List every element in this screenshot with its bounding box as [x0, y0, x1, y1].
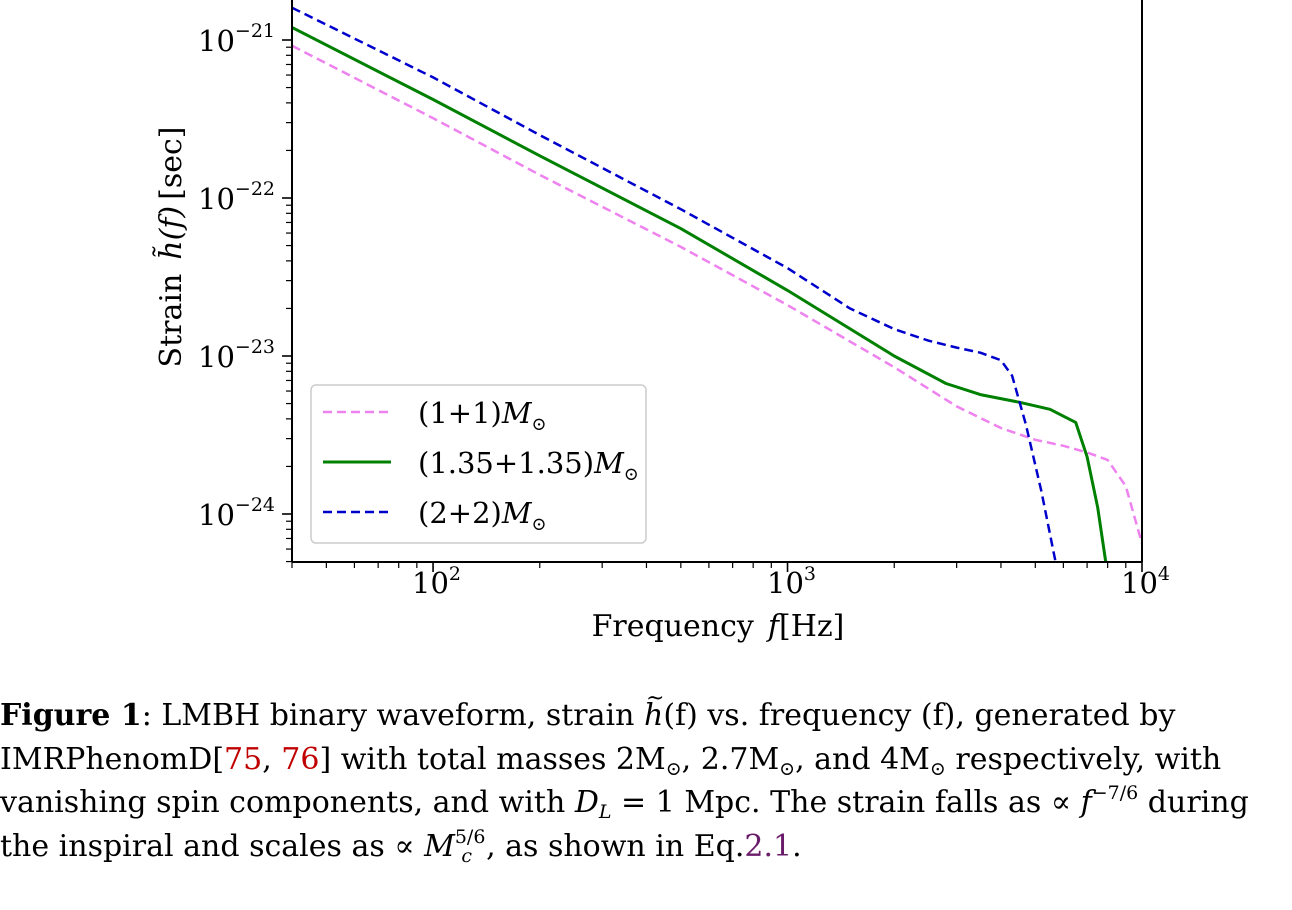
- figure-caption: Figure 1: LMBH binary waveform, strain h…: [0, 677, 1292, 868]
- caption-line-2: IMRPhenomD[75, 76] with total masses 2M⊙…: [0, 741, 1222, 780]
- h-tilde: h: [644, 677, 665, 738]
- x-axis-label: Frequency f[Hz]: [592, 609, 845, 644]
- y-tick-label: 10−23: [198, 336, 275, 374]
- y-axis-label: Strainh̃(f)[sec]: [152, 127, 189, 368]
- y-tick-label: 10−22: [198, 178, 275, 216]
- y-tick-label: 10−21: [198, 20, 275, 58]
- legend-label-3: (2+2)M⊙: [418, 496, 547, 535]
- x-tick-label: 103: [767, 563, 816, 600]
- legend-label-2: (1.35+1.35)M⊙: [418, 446, 639, 485]
- legend: (1+1)M⊙ (1.35+1.35)M⊙ (2+2)M⊙: [310, 384, 647, 544]
- caption-line-4: the inspiral and scales as ∝ M5/6c, as s…: [0, 825, 802, 867]
- y-tick-labels: 10−21 10−22 10−23 10−24: [198, 20, 275, 532]
- series-lines: [292, 6, 1142, 562]
- x-tick-label: 104: [1121, 563, 1170, 600]
- y-tick-label: 10−24: [198, 494, 275, 532]
- series-line-3: [292, 6, 1057, 562]
- series-line-1: [292, 44, 1142, 544]
- caption-line-3: vanishing spin components, and with DL =…: [0, 782, 1249, 823]
- x-tick-label: 102: [412, 563, 461, 600]
- legend-frame: [310, 384, 647, 544]
- x-tick-labels: 102 103 104: [412, 563, 1170, 600]
- citation-link[interactable]: 75: [224, 741, 263, 777]
- figure-label: Figure 1: [0, 698, 142, 733]
- series-line-2: [292, 26, 1108, 562]
- legend-label-1: (1+1)M⊙: [418, 396, 547, 435]
- chart: 10−21 10−22 10−23 10−24 102 103 104 Freq…: [152, 0, 1170, 644]
- caption-line-1: Figure 1: LMBH binary waveform, strain h…: [0, 677, 1292, 738]
- citation-link[interactable]: 76: [281, 741, 320, 777]
- equation-link[interactable]: 2.1: [744, 828, 793, 864]
